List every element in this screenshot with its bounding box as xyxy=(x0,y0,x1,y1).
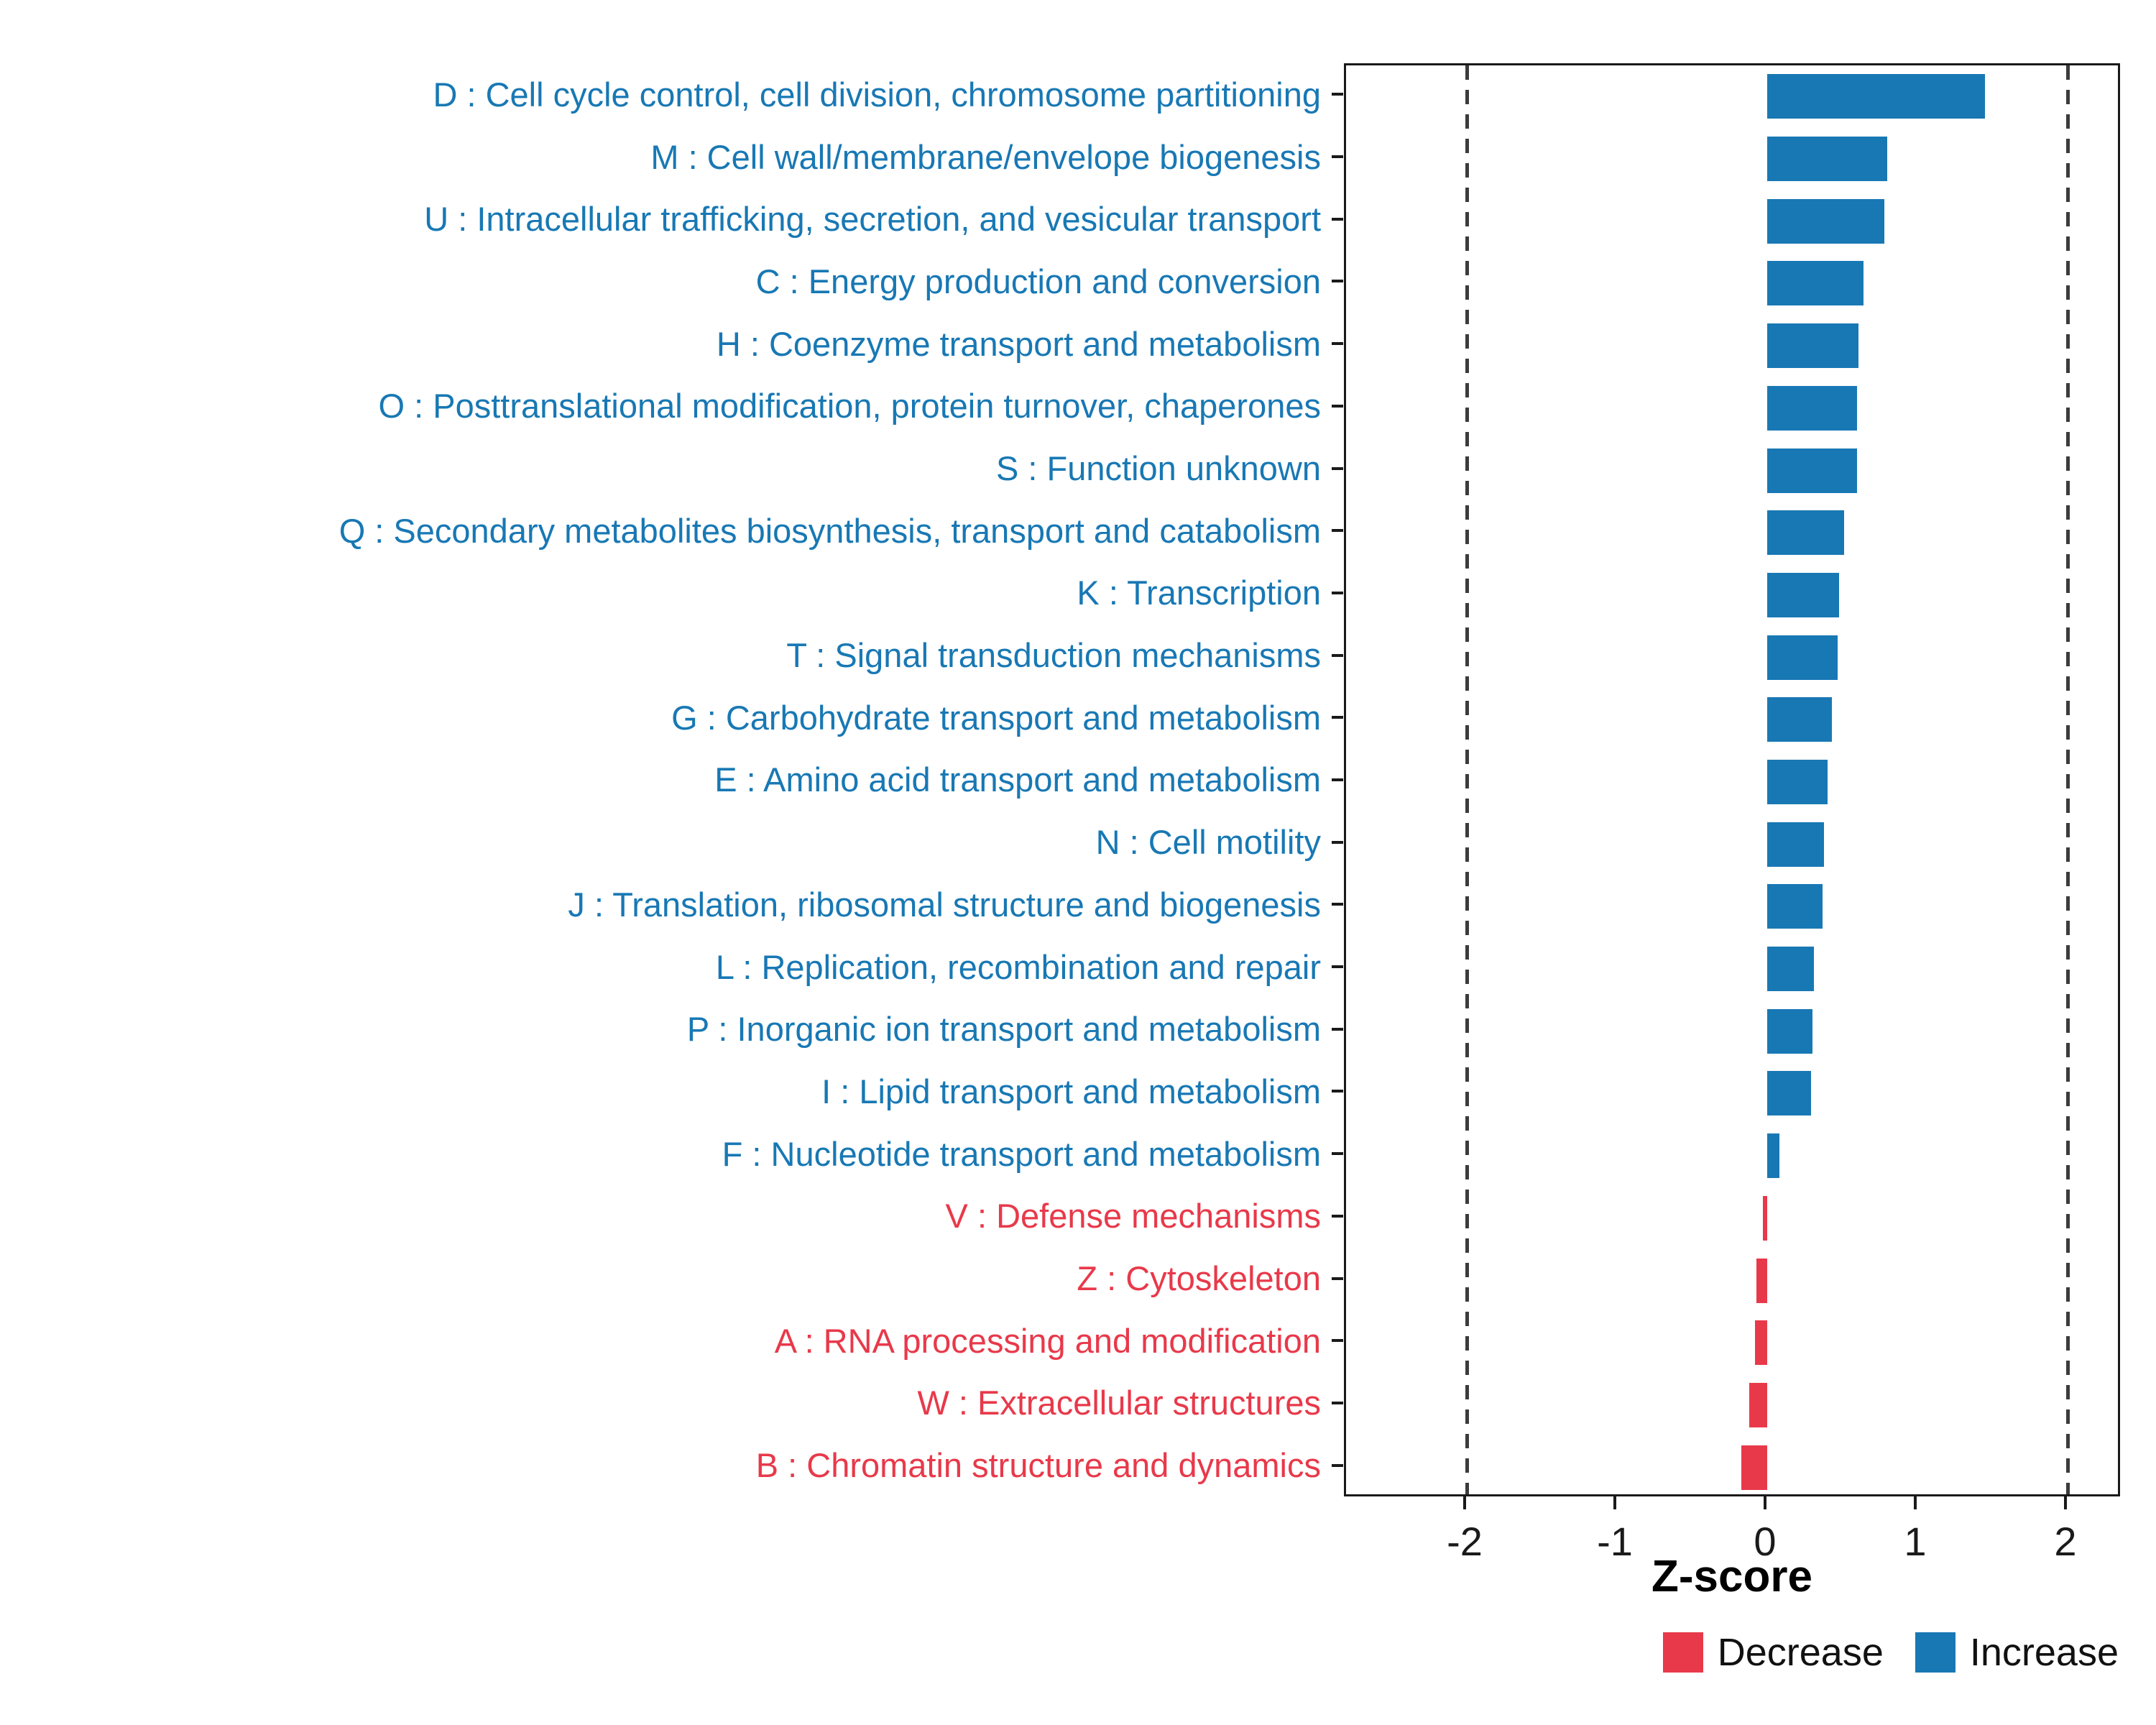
x-tick-mark xyxy=(1764,1496,1766,1509)
y-tick-mark xyxy=(1332,716,1343,719)
bar-M xyxy=(1767,137,1888,182)
legend-label: Decrease xyxy=(1717,1631,1884,1674)
y-axis-labels: D : Cell cycle control, cell division, c… xyxy=(0,63,1321,1496)
x-tick-label: 0 xyxy=(1754,1519,1777,1564)
bar-I xyxy=(1767,1071,1811,1116)
legend-swatch-decrease xyxy=(1662,1632,1703,1673)
legend-label: Increase xyxy=(1969,1631,2119,1674)
y-tick-mark xyxy=(1332,280,1343,283)
y-tick-mark xyxy=(1332,1152,1343,1156)
y-tick-mark xyxy=(1332,466,1343,470)
y-tick-mark xyxy=(1332,404,1343,408)
y-tick-mark xyxy=(1332,1276,1343,1280)
category-label: H : Coenzyme transport and metabolism xyxy=(716,324,1321,363)
y-tick-mark xyxy=(1332,1339,1343,1343)
category-label: Z : Cytoskeleton xyxy=(1077,1259,1321,1298)
bar-K xyxy=(1767,572,1840,617)
category-label: S : Function unknown xyxy=(996,449,1321,488)
x-tick-mark xyxy=(2064,1496,2067,1509)
y-tick-mark xyxy=(1332,653,1343,657)
y-tick-mark xyxy=(1332,1214,1343,1218)
category-label: O : Posttranslational modification, prot… xyxy=(378,387,1321,426)
bar-B xyxy=(1741,1445,1767,1490)
bar-S xyxy=(1767,448,1858,493)
y-tick-mark xyxy=(1332,778,1343,781)
category-label: E : Amino acid transport and metabolism xyxy=(714,760,1321,799)
x-tick-mark xyxy=(1914,1496,1917,1509)
bar-L xyxy=(1767,947,1814,992)
category-label: L : Replication, recombination and repai… xyxy=(715,947,1321,986)
y-tick-mark xyxy=(1332,93,1343,96)
bar-A xyxy=(1755,1320,1767,1366)
y-tick-mark xyxy=(1332,342,1343,346)
x-tick-label: -2 xyxy=(1447,1519,1483,1564)
x-axis-title: Z-score xyxy=(1651,1552,1812,1601)
bar-T xyxy=(1767,635,1838,680)
bar-P xyxy=(1767,1008,1812,1054)
y-tick-mark xyxy=(1332,155,1343,159)
category-label: J : Translation, ribosomal structure and… xyxy=(568,885,1321,924)
legend: Decrease Increase xyxy=(1662,1630,2119,1675)
bar-Q xyxy=(1767,510,1844,556)
legend-swatch-increase xyxy=(1915,1632,1955,1673)
bar-Z xyxy=(1756,1258,1767,1303)
category-label: U : Intracellular trafficking, secretion… xyxy=(424,200,1321,239)
category-label: I : Lipid transport and metabolism xyxy=(821,1072,1321,1110)
x-tick-label: 2 xyxy=(2054,1519,2077,1564)
dashed-reference-line xyxy=(1465,65,1469,1494)
x-tick-label: 1 xyxy=(1904,1519,1927,1564)
y-tick-mark xyxy=(1332,903,1343,906)
bar-C xyxy=(1767,261,1864,306)
bar-J xyxy=(1767,884,1823,929)
category-label: B : Chromatin structure and dynamics xyxy=(755,1446,1321,1485)
category-label: C : Energy production and conversion xyxy=(755,262,1321,300)
y-tick-mark xyxy=(1332,840,1343,844)
bar-G xyxy=(1767,697,1832,742)
category-label: M : Cell wall/membrane/envelope biogenes… xyxy=(650,137,1321,176)
bar-D xyxy=(1767,74,1986,119)
category-label: V : Defense mechanisms xyxy=(945,1197,1321,1236)
bar-W xyxy=(1749,1382,1767,1427)
x-tick-label: -1 xyxy=(1597,1519,1633,1564)
category-label: Q : Secondary metabolites biosynthesis, … xyxy=(338,511,1321,550)
bar-H xyxy=(1767,323,1859,369)
y-tick-mark xyxy=(1332,217,1343,221)
y-tick-mark xyxy=(1332,965,1343,969)
category-label: A : RNA processing and modification xyxy=(774,1321,1321,1360)
category-label: D : Cell cycle control, cell division, c… xyxy=(433,75,1321,114)
y-tick-mark xyxy=(1332,1090,1343,1093)
bar-U xyxy=(1767,198,1885,244)
x-tick-mark xyxy=(1613,1496,1616,1509)
x-tick-mark xyxy=(1463,1496,1466,1509)
bar-F xyxy=(1767,1133,1779,1179)
y-tick-mark xyxy=(1332,1401,1343,1404)
bar-E xyxy=(1767,760,1828,804)
category-label: F : Nucleotide transport and metabolism xyxy=(722,1134,1321,1173)
legend-item-decrease: Decrease xyxy=(1662,1630,1884,1675)
y-tick-mark xyxy=(1332,1027,1343,1031)
bar-O xyxy=(1767,385,1858,431)
y-tick-mark xyxy=(1332,591,1343,594)
y-tick-mark xyxy=(1332,529,1343,533)
category-label: N : Cell motility xyxy=(1095,823,1321,862)
category-label: K : Transcription xyxy=(1077,574,1321,612)
category-label: G : Carbohydrate transport and metabolis… xyxy=(671,698,1321,737)
bar-N xyxy=(1767,822,1825,867)
bar-V xyxy=(1762,1195,1767,1241)
category-label: T : Signal transduction mechanisms xyxy=(786,636,1321,675)
legend-item-increase: Increase xyxy=(1915,1630,2119,1675)
category-label: W : Extracellular structures xyxy=(917,1384,1321,1422)
plot-panel xyxy=(1344,63,2120,1496)
dashed-reference-line xyxy=(2066,65,2070,1494)
y-tick-mark xyxy=(1332,1463,1343,1467)
category-label: P : Inorganic ion transport and metaboli… xyxy=(686,1010,1321,1049)
